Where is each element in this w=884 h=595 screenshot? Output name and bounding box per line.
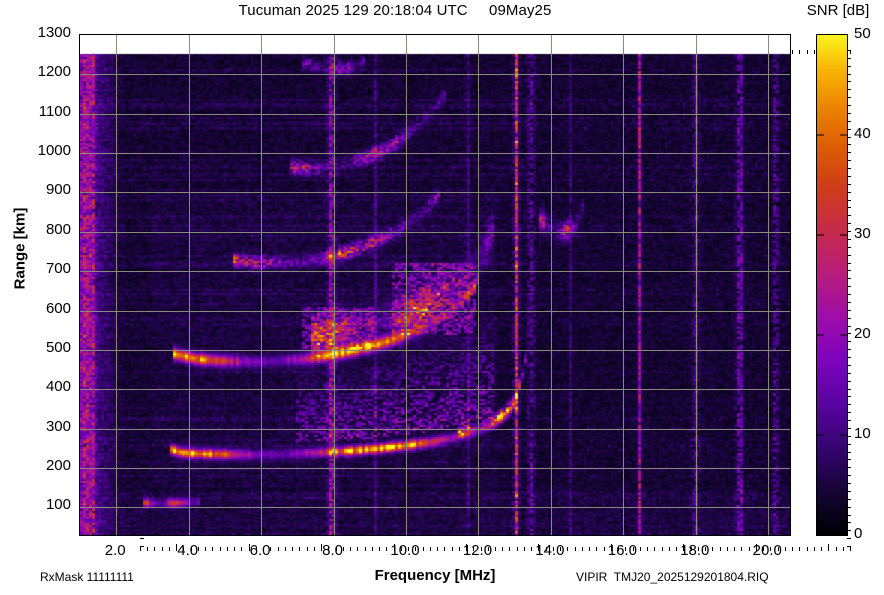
ionogram-plot-area[interactable]: [79, 34, 791, 536]
x-tick-label: 14.0: [535, 542, 565, 559]
y-tick-label: 800: [45, 220, 71, 238]
x-tick-label: 16.0: [607, 542, 637, 559]
y-tick-label: 1000: [37, 142, 71, 160]
x-tick-label: 20.0: [752, 542, 782, 559]
colorbar-title: SNR [dB]: [806, 2, 870, 19]
y-tick-label: 300: [45, 417, 71, 435]
rxmask-label: RxMask 11111111: [40, 570, 134, 584]
x-tick-label: 18.0: [680, 542, 710, 559]
y-tick-label: 100: [45, 496, 71, 514]
instrument-file-label: VIPIR TMJ20_2025129201804.RIQ: [576, 570, 769, 584]
y-tick-label: 1100: [38, 102, 71, 120]
x-tick-label: 10.0: [390, 542, 420, 559]
colorbar-tick-label: 30: [854, 225, 871, 242]
y-tick-label: 200: [45, 457, 71, 475]
y-tick-label: 1200: [37, 63, 71, 81]
colorbar-tick-label: 40: [854, 125, 871, 142]
y-tick-label: 500: [45, 338, 71, 356]
colorbar-tick-label: 0: [854, 525, 863, 542]
y-axis-title: Range [km]: [11, 207, 29, 290]
colorbar-tick-label: 20: [854, 325, 871, 342]
y-tick-label: 900: [45, 181, 71, 199]
x-tick-label: 12.0: [462, 542, 493, 559]
x-tick-label: 2.0: [104, 542, 126, 559]
x-tick-label: 6.0: [249, 542, 271, 559]
y-tick-label: 1300: [37, 24, 71, 41]
colorbar-tick-label: 50: [854, 25, 871, 42]
snr-colorbar[interactable]: [816, 34, 848, 536]
y-tick-label: 600: [45, 299, 71, 317]
y-tick-label: 400: [45, 378, 71, 396]
x-axis-title: Frequency [MHz]: [374, 567, 496, 584]
x-tick-label: 8.0: [322, 542, 343, 559]
page-title: Tucuman 2025 129 20:18:04 UTC 09May25: [238, 2, 552, 19]
colorbar-tick-label: 10: [854, 425, 871, 442]
ionogram-heatmap: [80, 35, 790, 535]
y-tick-label: 700: [45, 260, 71, 278]
x-tick-label: 4.0: [177, 542, 199, 559]
colorbar-gradient: [817, 35, 847, 535]
